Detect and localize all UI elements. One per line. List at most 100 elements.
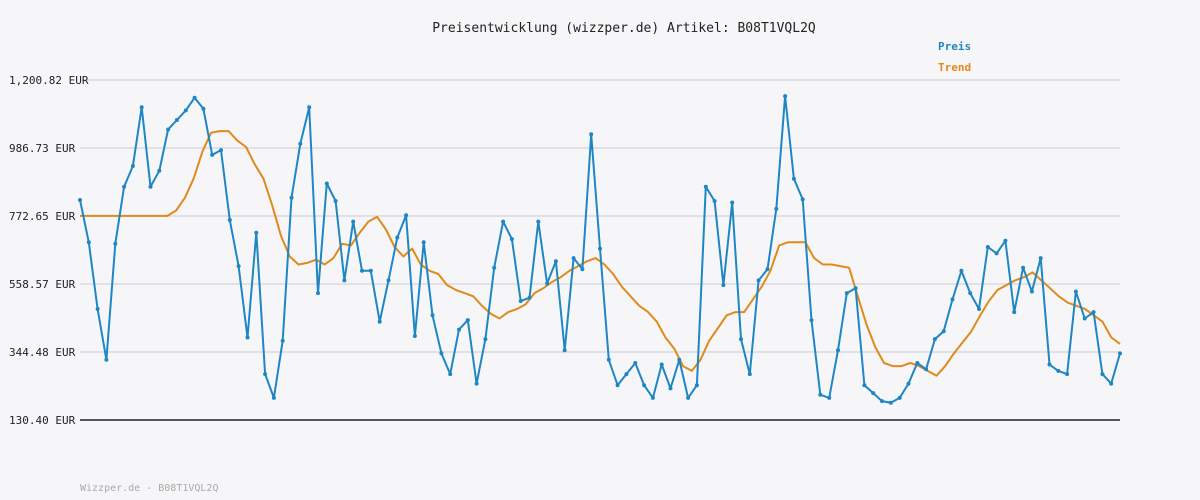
data-point	[977, 307, 981, 311]
data-point	[915, 361, 920, 365]
data-point	[412, 334, 417, 338]
data-point	[694, 383, 699, 388]
data-point	[465, 318, 470, 323]
data-point	[659, 362, 664, 367]
y-tick-label: 344.48 EUR	[9, 346, 76, 359]
data-point	[1047, 362, 1052, 367]
data-point	[950, 297, 955, 302]
data-point	[430, 313, 435, 318]
data-point	[1073, 289, 1078, 294]
data-point	[174, 118, 179, 122]
data-point	[78, 198, 82, 202]
data-point	[606, 357, 611, 362]
data-point	[598, 246, 602, 251]
data-point	[809, 318, 814, 323]
series-trend	[80, 130, 1121, 377]
data-point	[1003, 238, 1008, 243]
data-point	[271, 395, 276, 400]
y-tick-label: 986.73 EUR	[9, 142, 76, 155]
data-point	[871, 391, 876, 396]
data-point	[1091, 310, 1096, 315]
data-point	[210, 152, 215, 157]
data-point	[880, 399, 884, 404]
data-point	[483, 337, 488, 342]
data-point	[765, 267, 770, 272]
data-point	[492, 265, 497, 270]
data-point	[307, 105, 312, 110]
data-point	[827, 395, 832, 400]
data-point	[104, 357, 109, 362]
data-point	[236, 264, 241, 269]
series-preis	[78, 94, 1122, 405]
data-point	[1082, 316, 1087, 321]
data-point	[818, 392, 823, 397]
data-point	[668, 386, 673, 391]
data-point	[677, 357, 682, 362]
data-point	[192, 95, 197, 100]
data-point	[721, 283, 726, 288]
data-point	[985, 245, 990, 249]
data-point	[712, 199, 717, 203]
data-point	[421, 240, 426, 245]
data-point	[959, 268, 964, 273]
data-point	[342, 278, 347, 283]
data-point	[589, 132, 594, 137]
legend-preis: Preis	[938, 40, 971, 53]
data-point	[86, 240, 91, 245]
data-point	[897, 395, 902, 400]
data-point	[545, 281, 550, 286]
data-point	[474, 381, 479, 386]
data-point	[457, 327, 461, 332]
data-point	[386, 278, 391, 283]
data-point	[377, 319, 382, 324]
data-point	[571, 256, 576, 261]
data-point	[509, 237, 514, 242]
data-point	[1109, 381, 1114, 386]
data-point	[122, 184, 127, 189]
data-point	[836, 348, 840, 353]
data-point	[157, 168, 162, 173]
data-point	[1056, 368, 1061, 373]
data-point	[280, 338, 285, 343]
data-point	[518, 299, 523, 303]
data-point	[201, 106, 206, 111]
data-point	[624, 372, 629, 377]
data-point	[650, 395, 655, 400]
y-axis-ticks: 1,200.82 EUR 986.73 EUR 772.65 EUR 558.57 E…	[9, 74, 89, 427]
data-point	[1038, 256, 1043, 261]
data-point	[254, 230, 259, 235]
data-point	[501, 219, 506, 224]
data-point	[686, 395, 691, 400]
data-point	[924, 367, 929, 372]
data-point	[615, 383, 620, 388]
data-point	[906, 381, 911, 386]
data-point	[183, 108, 188, 113]
data-point	[756, 278, 761, 283]
data-point	[298, 141, 303, 146]
data-point	[862, 383, 867, 388]
data-point	[289, 195, 294, 200]
data-point	[1021, 265, 1026, 270]
data-point	[404, 213, 409, 218]
data-point	[747, 372, 752, 377]
data-point	[994, 251, 999, 256]
data-point	[774, 206, 779, 211]
data-point	[130, 164, 135, 168]
data-point	[333, 199, 338, 203]
data-point	[360, 268, 364, 273]
data-point	[316, 291, 320, 296]
data-point	[562, 348, 567, 353]
data-point	[800, 197, 805, 202]
data-point	[968, 291, 973, 296]
data-point	[448, 372, 453, 377]
data-point	[139, 105, 144, 110]
data-point	[324, 181, 329, 186]
data-point	[703, 184, 708, 189]
data-point	[791, 176, 796, 181]
data-point	[219, 148, 223, 153]
data-point	[739, 337, 743, 342]
data-point	[263, 372, 268, 377]
data-point	[1100, 372, 1105, 377]
y-tick-label: 1,200.82 EUR	[9, 74, 89, 87]
